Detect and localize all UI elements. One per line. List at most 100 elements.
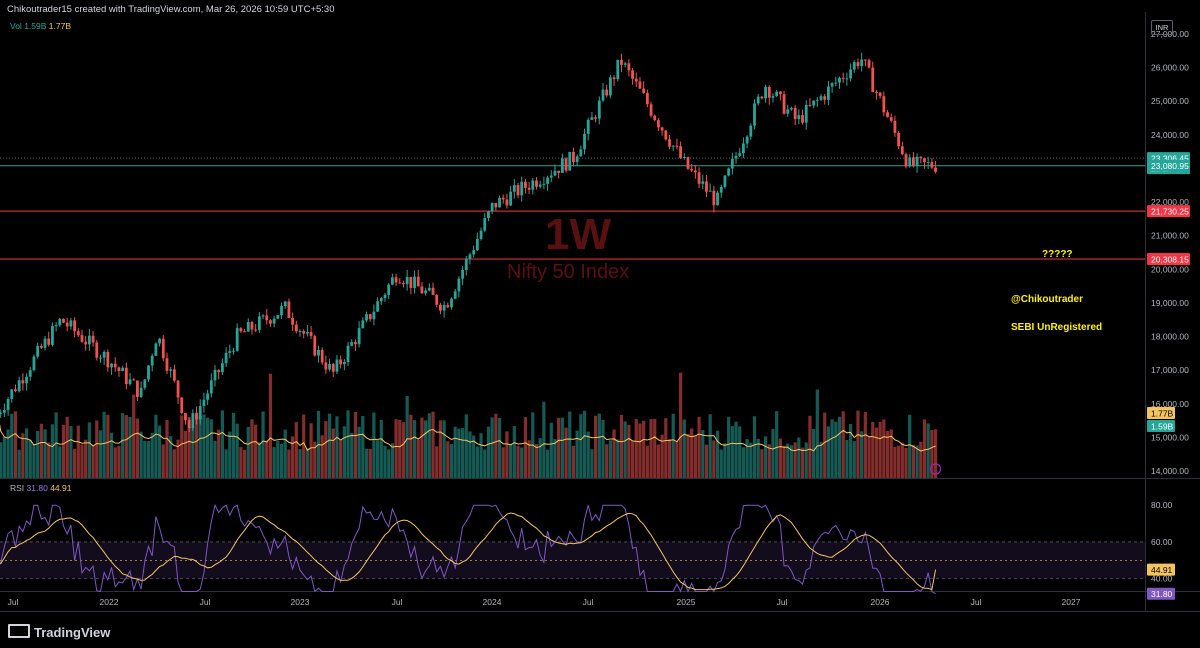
candle-body [76, 331, 80, 336]
candle-body [616, 59, 620, 80]
candle-body [176, 380, 180, 398]
volume-bar [109, 432, 114, 478]
volume-bar [545, 449, 550, 478]
volume-bar [32, 444, 36, 478]
time-tick-label: 2022 [100, 597, 119, 607]
volume-bar [675, 442, 679, 478]
candle-body [786, 109, 790, 114]
volume-bar [206, 417, 210, 478]
time-tick-label: 2025 [677, 597, 696, 607]
candle-body [387, 284, 391, 295]
price-tick-label: 25,000.00 [1151, 96, 1189, 106]
volume-bar [28, 440, 32, 478]
volume-bar [154, 414, 158, 478]
disclaimer-annotation[interactable]: SEBI UnRegistered [1011, 322, 1103, 333]
volume-bar [198, 415, 202, 478]
candle-body [886, 112, 889, 118]
volume-bar [671, 413, 675, 478]
price-tick-label: 15,000.00 [1151, 432, 1189, 442]
candle-body [136, 380, 139, 397]
candle-body [771, 96, 775, 98]
candlesticks [0, 52, 937, 433]
candle-body [416, 276, 420, 287]
price-tick-label: 14,000.00 [1151, 466, 1189, 476]
volume-bar [124, 415, 128, 478]
time-tick-label: Jul [971, 597, 982, 607]
volume-bar [449, 444, 454, 478]
candle-body [734, 155, 738, 159]
candle-body [402, 282, 405, 285]
volume-bar [509, 443, 513, 478]
candle-body [14, 389, 17, 392]
volume-bar [852, 441, 856, 478]
tradingview-logo[interactable]: TradingView [8, 624, 110, 640]
candle-body [586, 119, 590, 134]
rsi-tick-label: 80.00 [1151, 500, 1173, 510]
volume-bar [564, 427, 568, 478]
currency-button[interactable]: INR [1151, 20, 1173, 35]
time-tick-label: 2023 [291, 597, 310, 607]
rsi-legend[interactable]: RSI 31.80 44.91 [10, 483, 71, 493]
volume-legend[interactable]: Vol 1.59B 1.77B [10, 21, 71, 31]
rsi-tick-label: 40.00 [1151, 574, 1173, 584]
volume-bar [272, 447, 276, 478]
rsi-axis-label-bg [1147, 563, 1175, 576]
candle-body [871, 67, 875, 93]
candle-body [657, 120, 660, 128]
candle-body [191, 413, 195, 429]
volume-bar [738, 426, 742, 478]
candle-body [682, 157, 686, 159]
candle-body [128, 379, 132, 385]
candle-body [498, 197, 501, 208]
volume-bar [379, 419, 383, 478]
price-labels: 23,306.451d 5h23,080.9521,730.2520,308.1… [1147, 152, 1190, 432]
candle-body [900, 146, 904, 155]
candle-body [102, 352, 106, 358]
volume-bar [176, 439, 180, 478]
candle-body [346, 345, 350, 362]
candle-body [911, 157, 915, 166]
candle-body [749, 125, 753, 137]
volume-bar [919, 441, 923, 478]
volume-bar [837, 416, 842, 478]
candle-body [269, 320, 272, 324]
volume-bar [874, 427, 879, 478]
candle-body [457, 278, 461, 292]
volume-bar [335, 416, 339, 478]
time-tick-label: 2024 [483, 597, 502, 607]
candle-body [420, 286, 424, 294]
volume-bar [527, 440, 531, 478]
volume-bar [538, 438, 542, 478]
volume-bar [69, 425, 73, 478]
volume-bar [390, 443, 394, 478]
volume-bar [87, 422, 91, 478]
candle-body [926, 162, 930, 164]
candle-body [446, 305, 450, 308]
handle-annotation[interactable]: @Chikoutrader [1011, 294, 1083, 305]
volume-bar [630, 440, 635, 478]
volume-bar [649, 419, 653, 478]
candle-body [283, 301, 287, 306]
rsi-legend-label: RSI [10, 483, 25, 493]
volume-bar [113, 447, 117, 478]
volume-bar [889, 429, 893, 478]
candle-body [716, 192, 719, 206]
candle-body [705, 181, 708, 192]
volume-bar [121, 413, 125, 478]
volume-bar [900, 442, 904, 478]
volume-bar [183, 430, 188, 478]
volume-bar [686, 433, 690, 478]
volume-bar [13, 411, 18, 478]
question-annotation[interactable]: ????? [1042, 249, 1073, 260]
volume-bar [409, 414, 413, 478]
volume-axis-label: 1.59B [1151, 422, 1174, 432]
volume-bar [313, 441, 317, 478]
candle-body [764, 86, 767, 99]
candle-body [339, 359, 343, 365]
volume-bar [642, 420, 646, 478]
volume-bar [819, 441, 823, 478]
volume-bar [634, 419, 638, 478]
candle-body [354, 342, 357, 345]
